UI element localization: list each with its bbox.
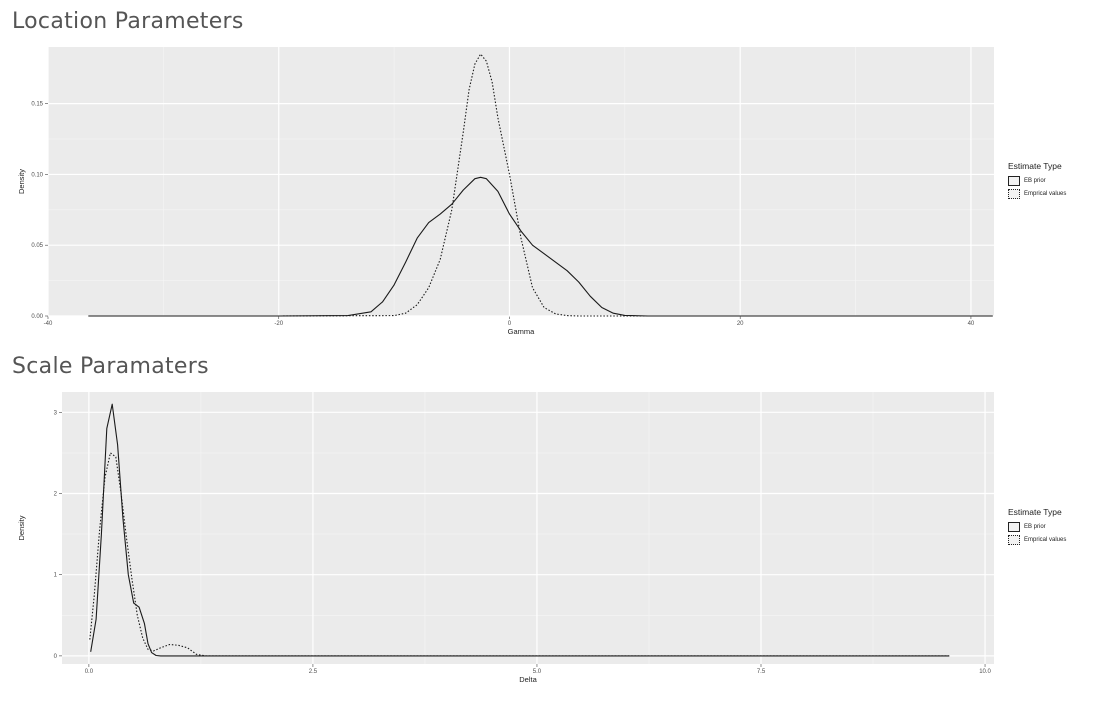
dotted-line-key-icon — [1008, 188, 1020, 199]
scale-parameters-title: Scale Paramaters — [12, 354, 209, 379]
plot-panel-background — [62, 392, 994, 664]
series-line-eb-prior — [90, 403, 950, 657]
series-line-emprical-values — [88, 53, 993, 317]
dotted-line-key-icon — [1008, 534, 1020, 545]
x-tick-label: -40 — [44, 321, 53, 327]
x-axis-title: Gamma — [508, 327, 536, 336]
y-axis-title: Density — [17, 515, 26, 540]
scale-density-plot: 0.0 2.5 5.0 7.5 10.0 0 1 2 3 Delta Density — [17, 392, 994, 684]
legend-entry-emprical-values: Emprical values — [1008, 533, 1066, 546]
legend-entry-eb-prior: EB prior — [1008, 174, 1066, 187]
x-tick-label: 10.0 — [979, 669, 991, 675]
solid-line-key-icon — [1008, 521, 1020, 532]
y-tick-label: 0.05 — [31, 243, 43, 249]
x-tick-label: 7.5 — [757, 669, 766, 675]
y-tick-label: 0.10 — [31, 172, 43, 178]
y-tick-label: 0 — [54, 654, 58, 660]
y-tick-label: 0.00 — [31, 314, 43, 320]
legend-label: EB prior — [1024, 523, 1046, 530]
location-legend: Estimate Type EB prior Emprical values — [1008, 161, 1066, 200]
solid-line-key-icon — [1008, 175, 1020, 186]
scale-legend: Estimate Type EB prior Emprical values — [1008, 507, 1066, 546]
y-tick-label: 3 — [54, 410, 58, 416]
x-tick-label: 0.0 — [85, 669, 94, 675]
series-line-eb-prior — [88, 176, 993, 317]
legend-title: Estimate Type — [1008, 507, 1062, 517]
x-tick-label: 5.0 — [533, 669, 542, 675]
legend-label: Emprical values — [1024, 536, 1067, 543]
plot-panel-background — [48, 47, 994, 316]
location-parameters-title: Location Parameters — [12, 9, 244, 34]
legend-entry-emprical-values: Emprical values — [1008, 187, 1066, 200]
x-tick-label: 40 — [968, 321, 975, 327]
location-density-plot: -40 -20 0 20 40 0.00 0.05 0.10 0.15 Gamma Density — [17, 47, 994, 336]
x-axis-title: Delta — [519, 675, 537, 684]
y-tick-label: 2 — [54, 491, 58, 497]
legend-label: Emprical values — [1024, 190, 1067, 197]
x-tick-label: 20 — [737, 321, 744, 327]
y-axis-title: Density — [17, 169, 26, 194]
y-tick-label: 0.15 — [31, 102, 43, 108]
series-line-emprical-values — [89, 452, 950, 657]
x-tick-label: -20 — [274, 321, 283, 327]
y-tick-label: 1 — [54, 573, 58, 579]
legend-label: EB prior — [1024, 177, 1046, 184]
x-tick-label: 0 — [508, 321, 512, 327]
legend-title: Estimate Type — [1008, 161, 1062, 171]
x-tick-label: 2.5 — [309, 669, 318, 675]
legend-entry-eb-prior: EB prior — [1008, 520, 1066, 533]
